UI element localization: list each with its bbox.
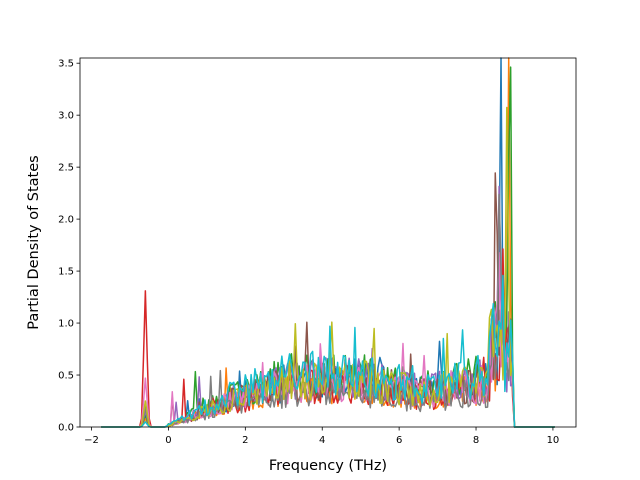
x-tick-label: 2 [242,435,248,446]
y-tick-label: 0.0 [58,423,74,434]
y-tick-label: 3.5 [58,59,74,70]
pdos-series-line-10 [101,274,555,428]
y-tick-label: 2.5 [58,163,74,174]
y-tick-label: 2.0 [58,215,74,226]
x-axis-ticks: −2 0 2 4 6 8 10 [84,427,559,446]
x-tick-label: 6 [396,435,402,446]
y-tick-label: 0.5 [58,371,74,382]
plot-lines [101,57,555,428]
y-tick-label: 1.5 [58,267,74,278]
y-tick-label: 3.0 [58,111,74,122]
x-tick-label: 10 [547,435,560,446]
y-axis-label: Partial Density of States [26,155,42,329]
y-tick-label: 1.0 [58,319,74,330]
y-axis-ticks: 0.0 0.5 1.0 1.5 2.0 2.5 3.0 3.5 [58,59,80,434]
x-tick-label: 0 [165,435,171,446]
x-tick-label: −2 [84,435,99,446]
axes-frame [79,57,577,428]
x-axis-label: Frequency (THz) [269,458,387,474]
pdos-series-line-8 [101,193,555,428]
x-tick-label: 8 [473,435,479,446]
x-tick-label: 4 [319,435,325,446]
